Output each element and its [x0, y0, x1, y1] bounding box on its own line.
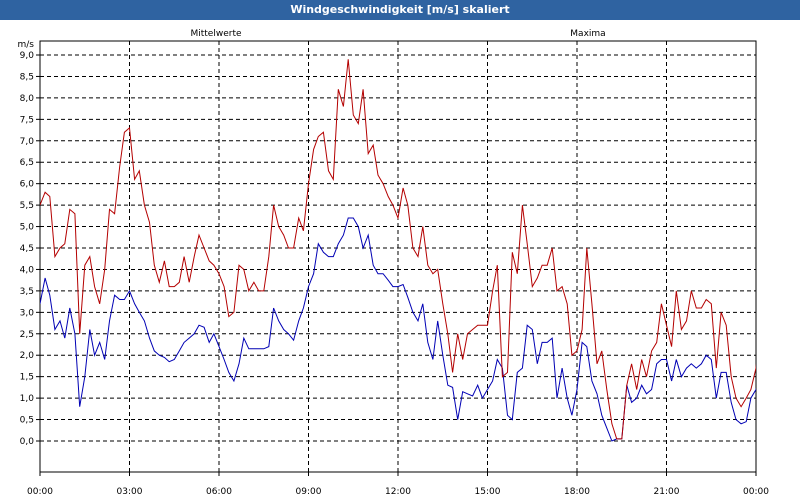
y-tick-label: 9,0 — [20, 51, 35, 61]
y-tick-label: 1,5 — [20, 373, 34, 383]
y-axis-label: m/s — [18, 40, 35, 50]
series-line-maxima — [40, 59, 756, 440]
y-tick-label: 6,0 — [20, 180, 35, 190]
x-axis: 00:0013.11.2103:0013.11.2106:0013.11.210… — [27, 472, 769, 497]
x-tick-time-label: 06:00 — [206, 487, 232, 497]
x-tick-time-label: 12:00 — [385, 487, 411, 497]
y-tick-label: 2,5 — [20, 330, 34, 340]
y-tick-label: 5,0 — [20, 223, 35, 233]
legend-mittelwerte: Mittelwerte — [190, 29, 241, 39]
x-tick-time-label: 21:00 — [654, 487, 680, 497]
series-line-mittelwerte — [40, 217, 756, 442]
y-tick-label: 0,5 — [20, 416, 34, 426]
y-tick-label: 4,0 — [20, 265, 35, 275]
series-group — [40, 59, 756, 442]
y-tick-label: 4,5 — [20, 244, 34, 254]
x-tick-time-label: 18:00 — [564, 487, 590, 497]
legend-maxima: Maxima — [570, 29, 605, 39]
y-tick-label: 3,5 — [20, 287, 34, 297]
wind-speed-chart: 0,0 0,5 1,0 1,5 2,0 2,5 3,0 3,5 4,0 4,5 5,0 5,5 6,0 6… — [18, 29, 770, 497]
y-tick-label: 3,0 — [20, 308, 35, 318]
x-tick-time-label: 15:00 — [475, 487, 501, 497]
y-axis: 0,0 0,5 1,0 1,5 2,0 2,5 3,0 3,5 4,0 4,5 5,0 5,5 6,0 6… — [18, 40, 40, 447]
y-tick-label: 8,0 — [20, 94, 35, 104]
legend: Mittelwerte Maxima — [190, 29, 605, 39]
y-tick-label: 8,5 — [20, 72, 34, 82]
x-tick-time-label: 03:00 — [117, 487, 143, 497]
y-tick-label: 6,5 — [20, 158, 34, 168]
y-tick-label: 5,5 — [20, 201, 34, 211]
window-title: Windgeschwindigkeit [m/s] skaliert — [0, 0, 800, 20]
y-tick-label: 1,0 — [20, 394, 35, 404]
x-tick-time-label: 00:00 — [743, 487, 769, 497]
grid-lines — [40, 41, 756, 472]
x-tick-time-label: 09:00 — [296, 487, 322, 497]
y-tick-label: 7,0 — [20, 137, 35, 147]
y-tick-label: 0,0 — [20, 437, 35, 447]
x-tick-time-label: 00:00 — [27, 487, 53, 497]
y-tick-label: 7,5 — [20, 115, 34, 125]
y-tick-label: 2,0 — [20, 351, 35, 361]
